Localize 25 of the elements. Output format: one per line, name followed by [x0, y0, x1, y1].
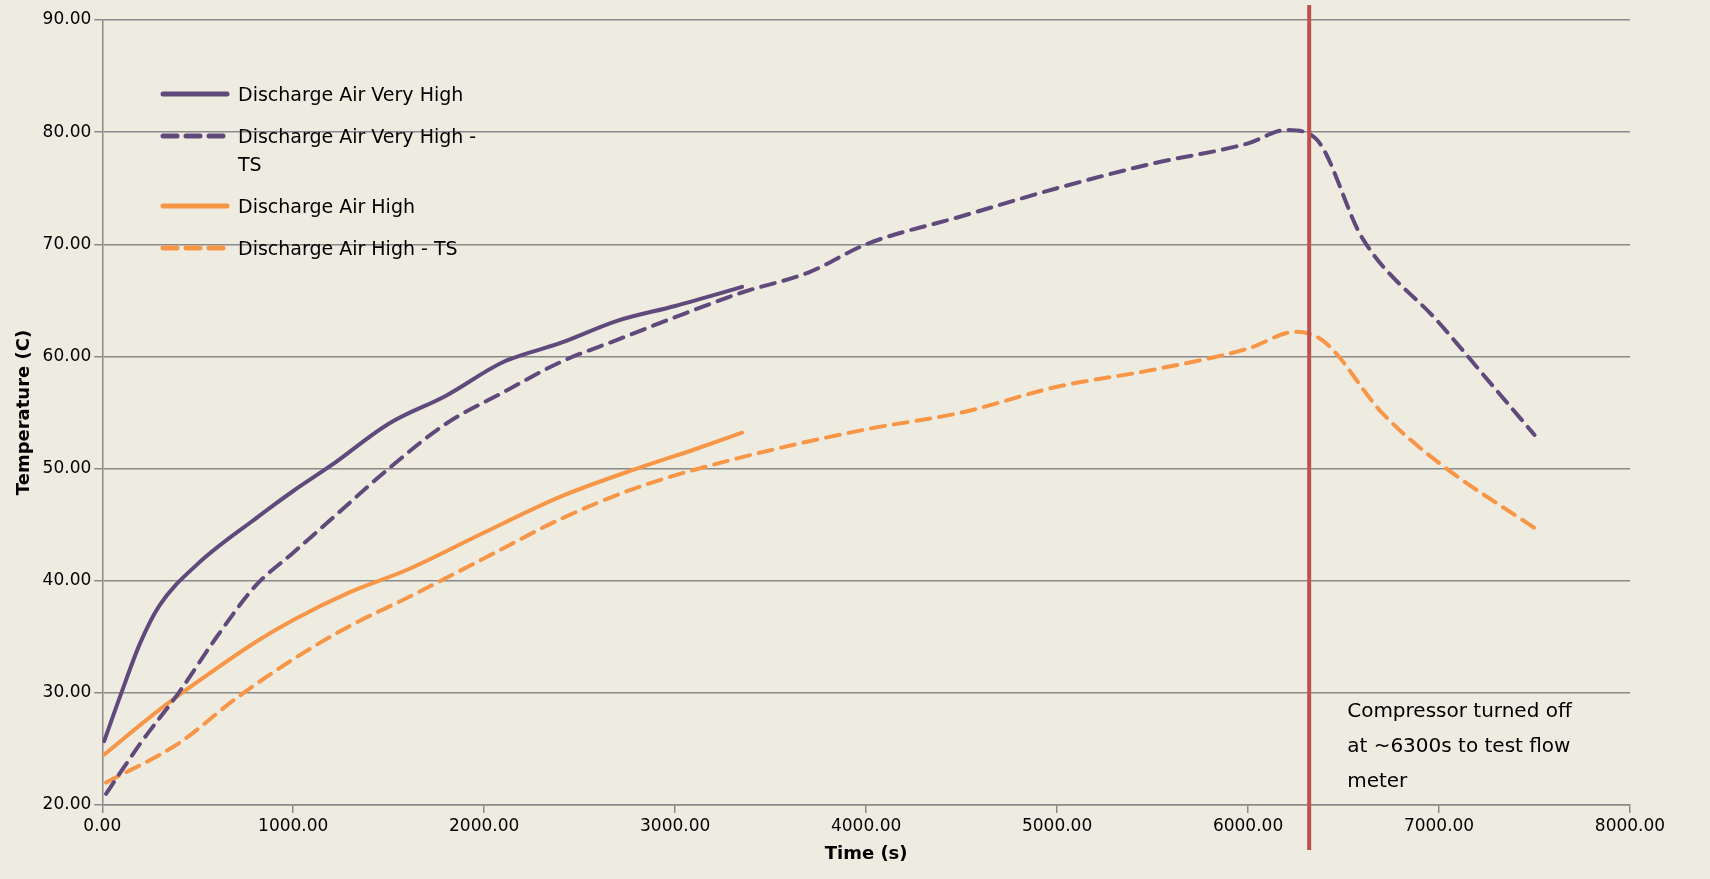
x-tick-label: 1000.00 [258, 814, 329, 835]
x-tick-label: 5000.00 [1021, 814, 1093, 835]
ref-line-label: Compressor turned off at ~6300s to test flow meter [1347, 698, 1573, 793]
x-tick-label: 0.00 [83, 814, 122, 835]
y-tick-label: 60.00 [42, 344, 92, 365]
x-tick-label: 6000.00 [1212, 814, 1284, 835]
y-axis-title: Temperature (C) [12, 329, 34, 496]
y-tick-label: 90.00 [42, 8, 92, 29]
x-tick-label: 4000.00 [830, 814, 902, 835]
line-series [102, 430, 745, 757]
x-axis-title: Time (s) [824, 841, 908, 863]
x-tick-label: 8000.00 [1594, 814, 1666, 835]
legend-label: Discharge Air High [238, 194, 416, 219]
legend-label: Discharge Air High - TS [238, 236, 458, 261]
y-tick-label: 80.00 [42, 120, 92, 141]
legend-label: Discharge Air Very High - TS [238, 124, 478, 177]
y-tick-label: 40.00 [42, 569, 92, 590]
y-tick-label: 70.00 [42, 232, 92, 253]
x-tick-label: 7000.00 [1403, 814, 1475, 835]
y-tick-label: 50.00 [42, 456, 92, 477]
x-tick-label: 2000.00 [449, 814, 520, 835]
legend-label: Discharge Air Very High [238, 82, 464, 107]
x-tick-label: 3000.00 [640, 814, 711, 835]
y-tick-label: 30.00 [42, 681, 92, 702]
y-tick-label: 20.00 [42, 793, 92, 814]
